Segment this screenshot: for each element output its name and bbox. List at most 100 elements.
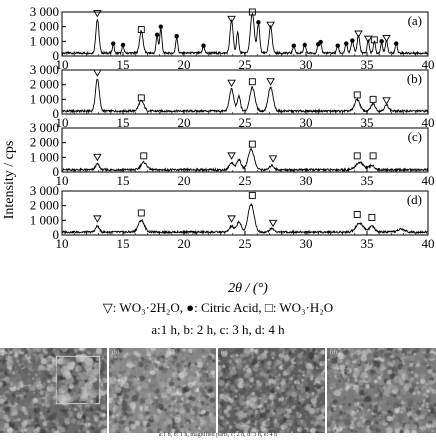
marker-wo3-2h2o xyxy=(382,97,391,105)
x-tick-label: 15 xyxy=(117,173,130,188)
marker-wo3-2h2o xyxy=(93,215,102,223)
y-tick-label: 3 000 xyxy=(30,4,59,19)
y-tick-label: 3 000 xyxy=(30,120,59,135)
x-tick-label: 35 xyxy=(361,57,374,72)
sem-image-row: (a) (b) (c) (d) xyxy=(0,348,436,445)
marker-citric-acid xyxy=(335,43,340,48)
marker-wo3-h2o xyxy=(353,91,361,99)
marker-wo3-h2o xyxy=(353,152,361,160)
marker-wo3-h2o xyxy=(137,209,145,217)
marker-wo3-2h2o xyxy=(93,10,102,18)
plot-frame xyxy=(61,69,429,115)
y-tick-label: 2 000 xyxy=(30,19,59,34)
marker-wo3-h2o xyxy=(137,26,145,34)
marker-citric-acid xyxy=(201,43,206,48)
x-tick-label: 20 xyxy=(178,236,191,251)
legend-symbols: ▽: WO₃·2H₂O, ●: Citric Acid, □: WO₃·H₂O xyxy=(102,300,334,315)
legend-times: a:1 h, b: 2 h, c: 3 h, d: 4 h xyxy=(151,322,285,337)
marker-wo3-h2o xyxy=(353,211,361,218)
sem-texture xyxy=(109,348,216,433)
xrd-curve-a xyxy=(61,12,429,56)
marker-citric-acid xyxy=(379,39,384,44)
x-tick-label: 35 xyxy=(361,173,374,188)
sem-label-b: (b) xyxy=(112,350,119,356)
marker-wo3-2h2o xyxy=(93,69,102,77)
x-tick-label: 20 xyxy=(178,115,191,130)
marker-citric-acid xyxy=(350,38,355,43)
sem-texture xyxy=(0,348,107,433)
y-tick-label: 0 xyxy=(53,48,60,63)
panel-label-a: (a) xyxy=(408,13,422,28)
marker-citric-acid xyxy=(256,20,261,25)
y-tick-label: 3 000 xyxy=(30,62,59,77)
panel-label-d: (d) xyxy=(407,192,422,207)
marker-wo3-h2o xyxy=(369,152,377,160)
marker-citric-acid xyxy=(394,41,399,46)
y-tick-label: 1 000 xyxy=(30,212,59,227)
marker-citric-acid xyxy=(318,39,323,45)
y-tick-label: 1 000 xyxy=(30,149,59,164)
y-tick-label: 2 000 xyxy=(30,198,59,213)
marker-citric-acid xyxy=(174,34,179,39)
marker-citric-acid xyxy=(291,43,296,48)
marker-wo3-h2o xyxy=(248,78,256,86)
x-axis-label: 2θ / (°) xyxy=(228,281,268,296)
marker-wo3-2h2o xyxy=(354,30,363,38)
y-tick-label: 0 xyxy=(53,106,60,121)
sem-image-d: (d) xyxy=(327,348,436,433)
marker-wo3-h2o xyxy=(370,36,378,44)
y-tick-label: 1 000 xyxy=(30,33,59,48)
x-tick-label: 40 xyxy=(422,173,435,188)
x-tick-label: 10 xyxy=(56,57,69,72)
marker-citric-acid xyxy=(302,42,307,48)
panel-label-b: (b) xyxy=(407,71,422,86)
marker-wo3-h2o xyxy=(248,8,256,16)
x-tick-label: 35 xyxy=(361,236,374,251)
marker-citric-acid xyxy=(111,41,116,46)
sem-caption: a:1 h, b: 1 h, magnified parts, c: 2 h, … xyxy=(158,432,278,438)
marker-wo3-h2o xyxy=(369,95,377,103)
marker-wo3-2h2o xyxy=(227,215,236,223)
y-tick-label: 0 xyxy=(53,164,60,179)
marker-wo3-h2o xyxy=(248,191,256,199)
x-tick-label: 25 xyxy=(239,57,252,72)
marker-wo3-h2o xyxy=(368,213,376,221)
x-tick-label: 40 xyxy=(422,115,435,130)
x-tick-label: 20 xyxy=(178,173,191,188)
y-axis-label: Intensity / cps xyxy=(2,141,17,220)
x-tick-label: 15 xyxy=(117,57,130,72)
x-tick-label: 15 xyxy=(117,115,130,130)
x-tick-label: 30 xyxy=(300,173,313,188)
sem-texture xyxy=(218,348,325,433)
x-tick-label: 40 xyxy=(422,236,435,251)
marker-wo3-2h2o xyxy=(363,35,373,44)
x-tick-label: 25 xyxy=(239,173,252,188)
x-tick-label: 30 xyxy=(300,57,313,72)
marker-citric-acid xyxy=(158,24,164,29)
marker-wo3-2h2o xyxy=(382,34,391,43)
y-tick-label: 2 000 xyxy=(30,77,59,92)
sem-label-c: (c) xyxy=(221,350,228,356)
marker-citric-acid xyxy=(120,42,126,48)
sem-image-b: (b) xyxy=(109,348,216,433)
y-tick-label: 2 000 xyxy=(30,135,59,150)
x-tick-label: 35 xyxy=(361,115,374,130)
marker-wo3-h2o xyxy=(140,152,148,160)
sem-texture xyxy=(327,348,436,433)
x-tick-label: 30 xyxy=(300,115,313,130)
sem-label-a: (a) xyxy=(3,350,10,356)
x-tick-label: 40 xyxy=(422,57,435,72)
sem-image-c: (c) xyxy=(218,348,325,433)
x-tick-label: 10 xyxy=(56,173,69,188)
marker-wo3-2h2o xyxy=(227,15,236,24)
marker-wo3-2h2o xyxy=(266,21,275,30)
marker-wo3-h2o xyxy=(248,140,256,148)
x-tick-label: 25 xyxy=(239,115,252,130)
marker-wo3-2h2o xyxy=(266,78,275,86)
